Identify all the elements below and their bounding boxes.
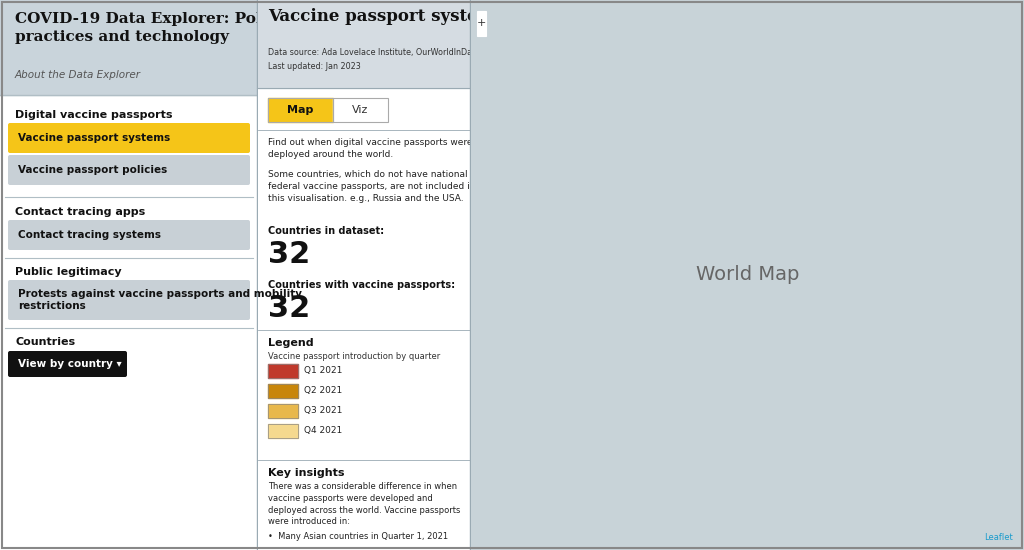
Text: Protests against vaccine passports and mobility
restrictions: Protests against vaccine passports and m… [18, 289, 302, 311]
Text: There was a considerable difference in when
vaccine passports were developed and: There was a considerable difference in w… [268, 482, 461, 526]
Text: Map: Map [287, 105, 313, 115]
Text: Key insights: Key insights [268, 468, 344, 478]
Text: +: + [477, 18, 486, 29]
Bar [268, 384, 298, 398]
Text: Vaccine passport systems: Vaccine passport systems [18, 133, 170, 143]
Text: Leaflet: Leaflet [984, 533, 1013, 542]
Text: Vaccine passport policies: Vaccine passport policies [18, 165, 167, 175]
Bar [333, 98, 388, 122]
Text: Contact tracing systems: Contact tracing systems [18, 230, 161, 240]
Bar [268, 424, 298, 438]
Text: COVID-19 Data Explorer: Policies,
practices and technology: COVID-19 Data Explorer: Policies, practi… [15, 12, 306, 44]
Bar [268, 384, 298, 398]
Text: Some countries, which do not have national or
federal vaccine passports, are not: Some countries, which do not have nation… [268, 170, 480, 202]
FancyBboxPatch shape [8, 351, 127, 377]
Text: 32: 32 [268, 240, 310, 269]
Text: Viz: Viz [352, 105, 369, 115]
Text: Countries with vaccine passports:: Countries with vaccine passports: [268, 280, 455, 290]
Text: Q2 2021: Q2 2021 [304, 386, 342, 394]
FancyBboxPatch shape [8, 220, 250, 250]
Text: Countries in dataset:: Countries in dataset: [268, 226, 384, 236]
Bar [0, 0, 258, 95]
Bar [268, 98, 333, 122]
FancyBboxPatch shape [8, 155, 250, 185]
Bar [268, 404, 298, 418]
Text: About the Data Explorer: About the Data Explorer [15, 70, 141, 80]
Bar [268, 364, 298, 378]
Bar [268, 98, 333, 122]
Bar [476, 11, 486, 36]
Text: Last updated: Jan 2023: Last updated: Jan 2023 [268, 62, 360, 71]
Text: Contact tracing apps: Contact tracing apps [15, 207, 145, 217]
Text: Digital vaccine passports: Digital vaccine passports [15, 110, 172, 120]
FancyBboxPatch shape [8, 280, 250, 320]
Text: Q4 2021: Q4 2021 [304, 426, 342, 434]
Text: Vaccine passport introduction by quarter: Vaccine passport introduction by quarter [268, 352, 440, 361]
Bar [333, 98, 388, 122]
Text: Data source: Ada Lovelace Institute, OurWorldInData: Data source: Ada Lovelace Institute, Our… [268, 48, 480, 57]
FancyBboxPatch shape [8, 123, 250, 153]
Bar [268, 364, 298, 378]
Text: Public legitimacy: Public legitimacy [15, 267, 122, 277]
Text: Find out when digital vaccine passports were
deployed around the world.: Find out when digital vaccine passports … [268, 138, 472, 159]
Text: World Map: World Map [696, 266, 799, 284]
Text: Vaccine passport systems: Vaccine passport systems [268, 8, 505, 25]
Bar [268, 404, 298, 418]
Bar [258, 0, 471, 88]
Bar [268, 424, 298, 438]
Text: Q3 2021: Q3 2021 [304, 405, 342, 415]
Text: Countries: Countries [15, 337, 75, 347]
Text: View by country ▾: View by country ▾ [18, 359, 122, 369]
Text: Q1 2021: Q1 2021 [304, 366, 342, 375]
Text: •  Many Asian countries in Quarter 1, 2021: • Many Asian countries in Quarter 1, 202… [268, 532, 449, 541]
Text: 32: 32 [268, 294, 310, 323]
Text: Legend: Legend [268, 338, 313, 348]
